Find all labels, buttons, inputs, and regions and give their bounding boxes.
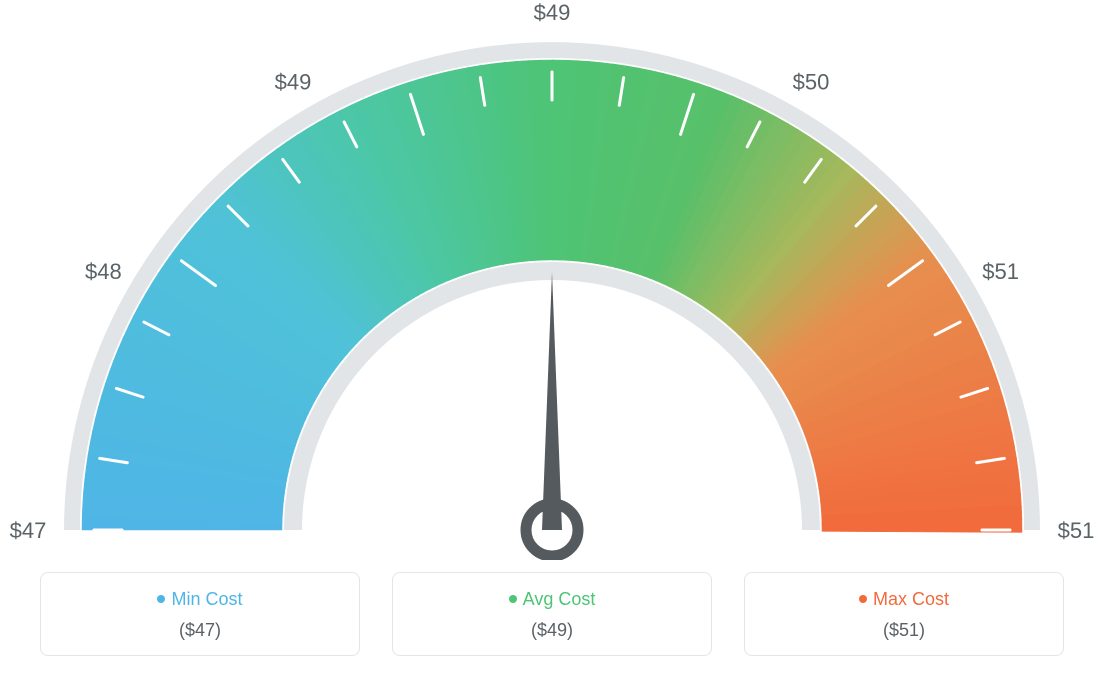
legend-dot-max [859,595,867,603]
legend-dot-min [157,595,165,603]
gauge-tick-label: $47 [10,518,47,543]
legend-text-avg: Avg Cost [523,589,596,609]
legend-label-min: Min Cost [41,589,359,610]
legend-value-avg: ($49) [393,620,711,641]
gauge-tick-label: $49 [275,69,312,94]
gauge-tick-label: $51 [982,259,1019,284]
legend-card-max: Max Cost ($51) [744,572,1064,656]
gauge-needle [542,272,562,530]
gauge-tick-label: $51 [1058,518,1095,543]
gauge-svg: $47 $48 $49 $49 $50 $51 $51 [0,0,1104,560]
legend-text-min: Min Cost [171,589,242,609]
legend-label-avg: Avg Cost [393,589,711,610]
legend-row: Min Cost ($47) Avg Cost ($49) Max Cost (… [0,572,1104,656]
gauge-chart: $47 $48 $49 $49 $50 $51 $51 [0,0,1104,560]
legend-card-avg: Avg Cost ($49) [392,572,712,656]
legend-value-max: ($51) [745,620,1063,641]
gauge-tick-label: $50 [793,69,830,94]
legend-text-max: Max Cost [873,589,949,609]
legend-label-max: Max Cost [745,589,1063,610]
gauge-tick-label: $49 [534,0,571,25]
gauge-tick-label: $48 [85,259,122,284]
legend-dot-avg [509,595,517,603]
legend-value-min: ($47) [41,620,359,641]
legend-card-min: Min Cost ($47) [40,572,360,656]
